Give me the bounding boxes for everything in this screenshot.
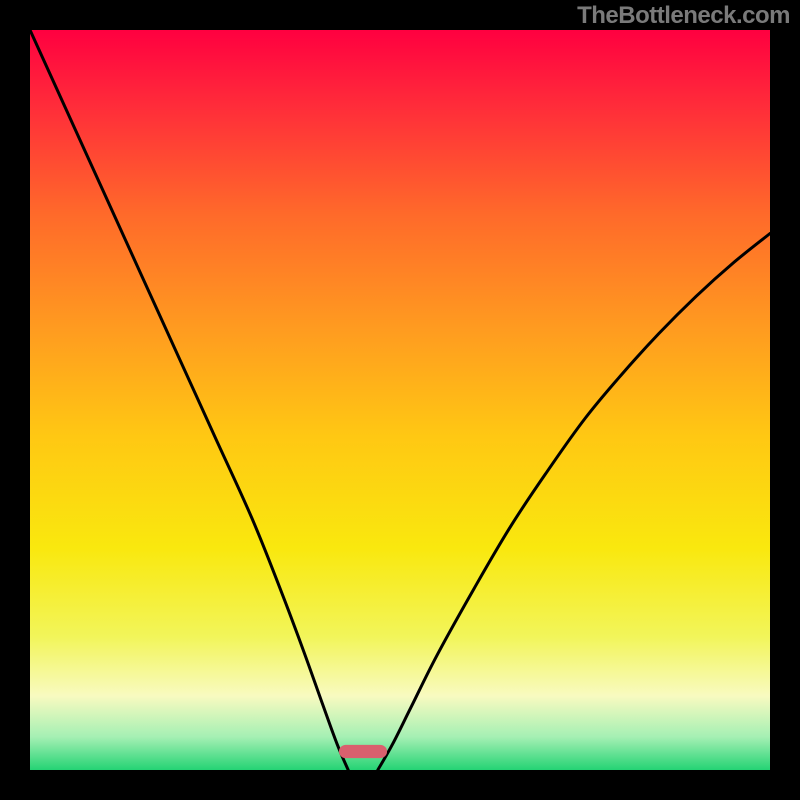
chart-container: TheBottleneck.com [0,0,800,800]
watermark-text: TheBottleneck.com [577,2,790,30]
bottleneck-marker [339,745,387,758]
gradient-background [30,30,770,770]
bottleneck-chart [0,0,800,800]
